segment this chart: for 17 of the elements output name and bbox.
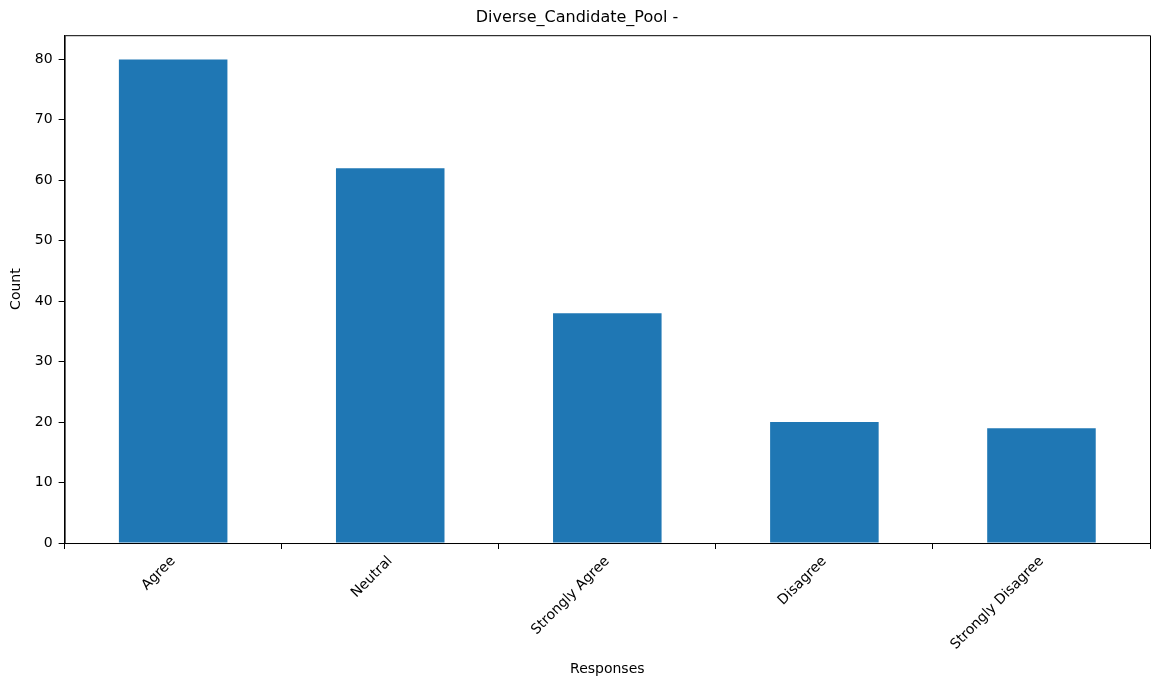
chart-title: Diverse_Candidate_Pool - [475, 6, 679, 27]
y-tick-label: 10 [34, 473, 53, 490]
bar [553, 313, 662, 543]
y-axis-title: Count [7, 267, 24, 310]
bar [335, 168, 445, 543]
y-tick-label: 20 [34, 412, 53, 429]
y-tick-label: 40 [34, 291, 53, 308]
bar [987, 428, 1096, 543]
y-tick-label: 0 [43, 533, 53, 550]
bar [118, 59, 228, 543]
x-axis-title: Responses [570, 660, 645, 677]
y-tick-label: 80 [34, 50, 53, 67]
bar [770, 422, 879, 543]
y-tick-label: 50 [34, 231, 53, 248]
y-tick-label: 60 [34, 170, 53, 187]
y-tick-label: 70 [34, 110, 53, 127]
y-tick-label: 30 [34, 352, 53, 369]
